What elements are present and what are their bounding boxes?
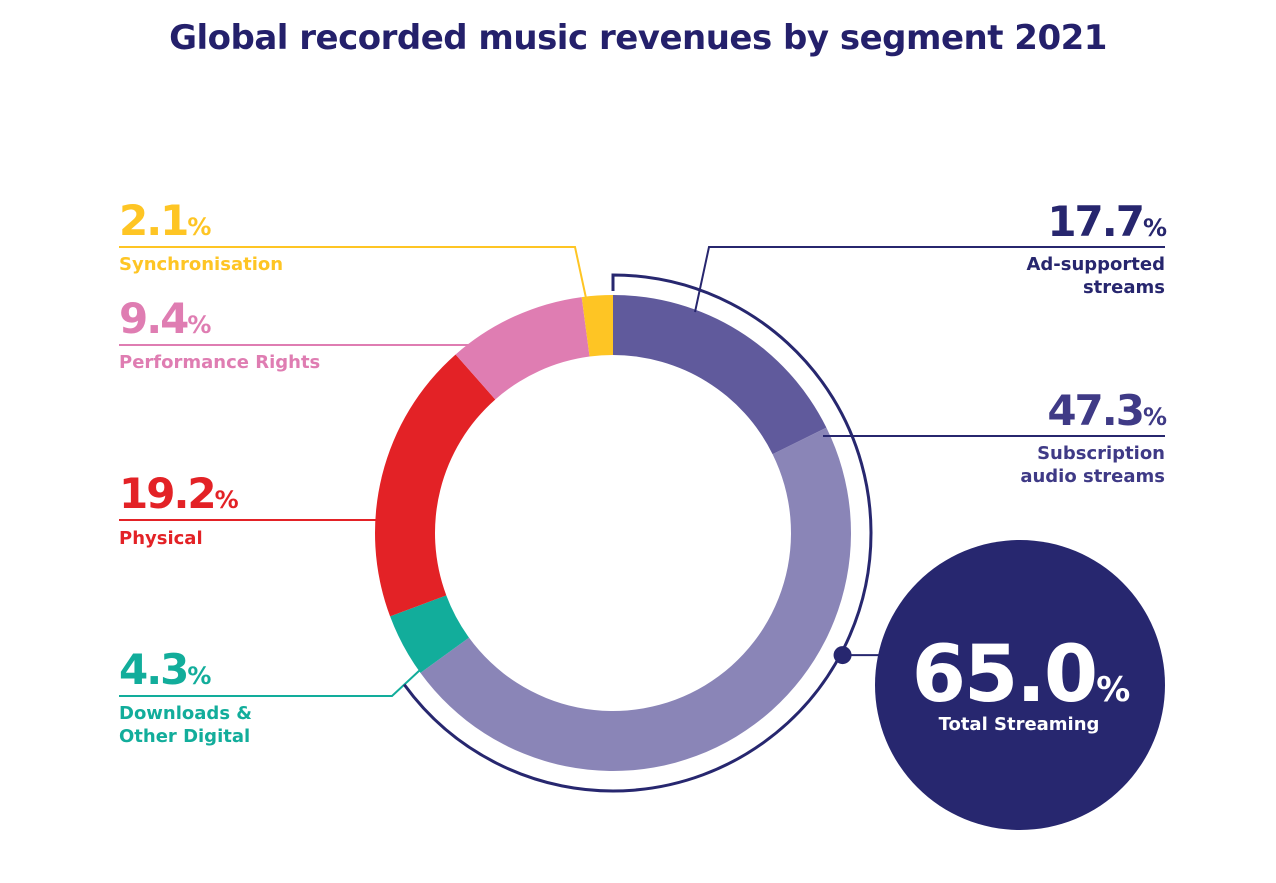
- value-number: 9.4: [119, 294, 188, 343]
- total-percent-sign: %: [1096, 670, 1129, 710]
- value-label-performance-rights: 9.4%: [119, 294, 211, 343]
- value-label-physical: 19.2%: [119, 469, 239, 518]
- value-label-subscription-audio-streams: 47.3%: [1047, 386, 1167, 435]
- chart-title: Global recorded music revenues by segmen…: [169, 18, 1107, 58]
- category-label-subscription-audio-streams: audio streams: [1020, 466, 1165, 487]
- donut-slices: [374, 295, 852, 772]
- value-number: 17.7: [1047, 197, 1143, 246]
- slice-ad-supported-streams: [613, 295, 827, 455]
- total-streaming-value: 65.0%: [912, 630, 1129, 720]
- leader-line-downloads-and-other-digital: [119, 669, 421, 697]
- category-label-subscription-audio-streams: Subscription: [1037, 443, 1165, 464]
- value-label-downloads-and-other-digital: 4.3%: [119, 645, 211, 694]
- category-label-ad-supported-streams: streams: [1083, 277, 1165, 298]
- value-number: 2.1: [119, 196, 187, 245]
- total-connector-dot: [833, 646, 852, 665]
- percent-sign: %: [1143, 214, 1167, 242]
- total-value-number: 65.0: [912, 630, 1096, 720]
- streaming-bracket-arc: [403, 273, 873, 793]
- total-streaming-badge: 65.0%Total Streaming: [875, 540, 1165, 830]
- value-number: 47.3: [1047, 386, 1143, 435]
- streaming-bracket: [403, 273, 880, 793]
- slice-physical: [374, 354, 496, 617]
- percent-sign: %: [1143, 403, 1167, 431]
- slice-synchronisation: [581, 295, 613, 357]
- percent-sign: %: [187, 213, 211, 241]
- leader-lines: [119, 246, 1165, 697]
- category-label-downloads-and-other-digital: Other Digital: [119, 726, 250, 747]
- value-number: 4.3: [119, 645, 187, 694]
- value-label-ad-supported-streams: 17.7%: [1047, 197, 1167, 246]
- category-label-ad-supported-streams: Ad-supported: [1026, 254, 1165, 275]
- value-label-synchronisation: 2.1%: [119, 196, 211, 245]
- leader-line-synchronisation: [119, 246, 587, 299]
- category-label-performance-rights: Performance Rights: [119, 352, 320, 373]
- percent-sign: %: [215, 486, 239, 514]
- slice-performance-rights: [455, 297, 590, 400]
- total-streaming-circle: [875, 540, 1165, 830]
- percent-sign: %: [187, 662, 211, 690]
- value-number: 19.2: [119, 469, 215, 518]
- total-streaming-label: Total Streaming: [939, 714, 1100, 735]
- category-label-physical: Physical: [119, 528, 203, 549]
- slice-downloads-and-other-digital: [390, 595, 469, 673]
- percent-sign: %: [187, 311, 211, 339]
- category-label-downloads-and-other-digital: Downloads &: [119, 703, 252, 724]
- slice-subscription-audio-streams: [420, 427, 852, 772]
- category-label-synchronisation: Synchronisation: [119, 254, 283, 275]
